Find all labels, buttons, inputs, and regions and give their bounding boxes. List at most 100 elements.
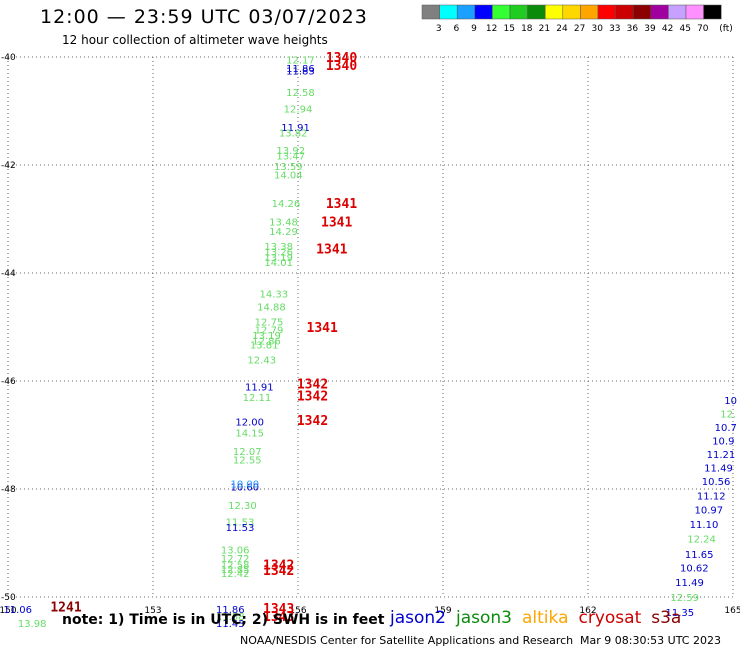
wave-height-label: 14.26 (272, 199, 301, 210)
wave-height-label: 13.19 (264, 253, 293, 264)
legend-swatch (544, 4, 564, 20)
legend-swatch (685, 4, 704, 20)
legend-bin-label: 42 (662, 24, 673, 34)
wave-height-label: 13.48 (269, 218, 298, 229)
wave-height-label: 12. (720, 409, 736, 420)
time-label: 1342 (263, 559, 294, 574)
wave-height-label: 14.01 (264, 258, 293, 269)
units-note: note: 1) Time is in UTC; 2) SWH is in fe… (62, 612, 385, 628)
wave-height-label: 13.06 (221, 545, 250, 556)
wave-height-label: 11.35 (666, 608, 695, 619)
wave-height-label: 13.38 (264, 242, 293, 253)
y-tick-label: -44 (1, 269, 16, 279)
wave-height-label: 10.62 (680, 563, 709, 574)
wave-height-label: 11.53 (226, 517, 255, 528)
satellite-name: s3a (651, 608, 682, 628)
y-tick-label: -40 (1, 53, 16, 63)
y-tick-label: -50 (1, 593, 16, 603)
wave-height-label: 11.65 (685, 550, 714, 561)
wave-height-label: 14.88 (257, 302, 286, 313)
wave-height-label: 12.24 (687, 535, 716, 546)
x-tick-label: 150 (0, 606, 17, 616)
time-label: 1241 (50, 601, 81, 616)
page-title: 12:00 — 23:59 UTC 03/07/2023 (40, 6, 368, 28)
wave-height-label: 10.00 (231, 480, 260, 491)
wave-height-label: 10 (724, 396, 737, 407)
legend-bin-label: 36 (627, 24, 639, 34)
wave-height-label: 10.97 (695, 506, 724, 517)
legend-swatch (527, 4, 546, 20)
legend-bin-label: 33 (609, 24, 620, 34)
wave-height-label: 11.12 (697, 491, 726, 502)
legend-swatch (615, 4, 634, 20)
wave-height-label: 12.55 (233, 455, 262, 466)
footer-timestamp: Mar 9 08:30:53 UTC 2023 (580, 634, 721, 647)
page-subtitle: 12 hour collection of altimeter wave hei… (62, 33, 328, 47)
wave-height-label: 12.75 (255, 318, 284, 329)
legend-swatch (509, 4, 528, 20)
footer-credit: NOAA/NESDIS Center for Satellite Applica… (240, 634, 574, 647)
wave-height-label: 10.9 (712, 436, 734, 447)
y-tick-label: -42 (1, 161, 16, 171)
wave-height-label: 12.30 (228, 501, 257, 512)
legend-swatch (439, 4, 458, 20)
legend-unit: (ft) (719, 24, 733, 34)
legend-bin-label: 39 (644, 24, 656, 34)
legend-bin-label: 70 (697, 24, 709, 34)
legend-swatch (703, 4, 722, 20)
wave-height-label: 10.60 (231, 482, 260, 493)
time-label: 1342 (297, 414, 328, 429)
wave-height-label: 11.83 (286, 67, 315, 78)
y-tick-label: -46 (1, 377, 16, 387)
wave-height-label: 11.53 (226, 523, 255, 534)
wave-height-label: 10.56 (702, 477, 731, 488)
wave-height-label: 11.86 (286, 64, 315, 75)
time-labels: 1340134013411341134113411342134213421342… (50, 51, 357, 625)
wave-height-label: 11.21 (707, 450, 736, 461)
wave-height-label: 12.43 (247, 355, 276, 366)
wave-height-label: 11.91 (281, 123, 310, 134)
legend-bin-label: 6 (454, 24, 460, 34)
x-tick-label: 162 (579, 606, 596, 616)
legend-bin-label: 18 (521, 24, 533, 34)
time-label: 1342 (297, 390, 328, 405)
wave-height-label: 12.42 (221, 569, 250, 580)
satellite-name: cryosat (578, 608, 642, 628)
wave-height-label: 13.82 (279, 129, 308, 140)
chart-grid (7, 56, 734, 598)
wave-height-label: 13.19 (252, 331, 281, 342)
legend-swatch (650, 4, 669, 20)
time-label: 1342 (297, 378, 328, 393)
legend-bin-label: 30 (591, 24, 603, 34)
wave-height-label: 12.79 (255, 326, 284, 337)
legend-swatch (580, 4, 599, 20)
time-label: 1343 (263, 610, 294, 625)
wave-height-label: 14.29 (269, 227, 298, 238)
wave-height-label: 11.86 (216, 605, 245, 616)
wave-height-label: 12.00 (235, 418, 264, 429)
legend-swatch (492, 4, 511, 20)
wave-height-label: 12.58 (221, 561, 250, 572)
wave-height-label: 12.86 (252, 337, 281, 348)
wave-height-label: 11.06 (3, 605, 32, 616)
wave-height-label: 12.94 (284, 104, 313, 115)
legend-swatch (474, 4, 493, 20)
legend-swatch (562, 4, 581, 20)
legend-bin-label: 21 (539, 24, 550, 34)
legend-bin-label: 12 (486, 24, 497, 34)
legend-bin-label: 27 (574, 24, 585, 34)
legend-bin-label: 45 (679, 24, 690, 34)
wave-height-label: 12.07 (233, 447, 262, 458)
wave-height-label: 12.72 (221, 554, 250, 565)
wave-height-label: 14.15 (235, 428, 264, 439)
time-label: 1341 (316, 243, 347, 258)
x-tick-label: 156 (289, 606, 306, 616)
wave-height-label: 13.98 (18, 619, 47, 630)
legend-swatch (456, 4, 476, 20)
time-label: 1341 (326, 197, 357, 212)
x-tick-label: 165 (724, 606, 740, 616)
legend-swatch (421, 4, 440, 20)
x-tick-label: 153 (144, 606, 161, 616)
wave-height-label: 12.85 (221, 565, 250, 576)
